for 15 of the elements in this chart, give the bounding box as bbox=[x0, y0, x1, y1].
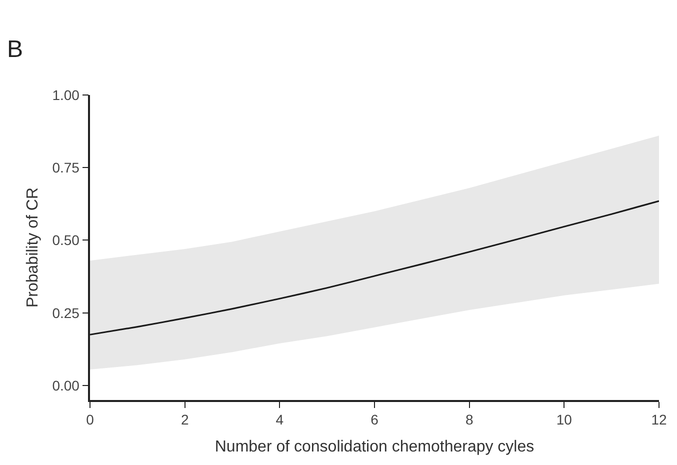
y-tick-label: 1.00 bbox=[52, 86, 80, 103]
x-tick-label: 4 bbox=[276, 412, 284, 428]
text: B bbox=[7, 36, 24, 63]
x-tick-label: 12 bbox=[651, 412, 667, 428]
y-tick-label: 0.25 bbox=[52, 304, 80, 321]
x-tick-label: 10 bbox=[556, 412, 572, 428]
x-tick-label: 0 bbox=[86, 412, 94, 428]
y-tick-label: 0.00 bbox=[52, 377, 80, 394]
x-axis-title: Number of consolidation chemotherapy cyles bbox=[214, 438, 534, 456]
y-axis-title: Probability of CR bbox=[24, 187, 42, 308]
x-tick-label: 6 bbox=[370, 412, 379, 428]
y-tick-label: 0.50 bbox=[52, 232, 80, 248]
x-tick-label: 8 bbox=[465, 412, 474, 428]
y-tick-label: 0.75 bbox=[52, 160, 80, 176]
x-tick-label: 2 bbox=[180, 412, 189, 428]
